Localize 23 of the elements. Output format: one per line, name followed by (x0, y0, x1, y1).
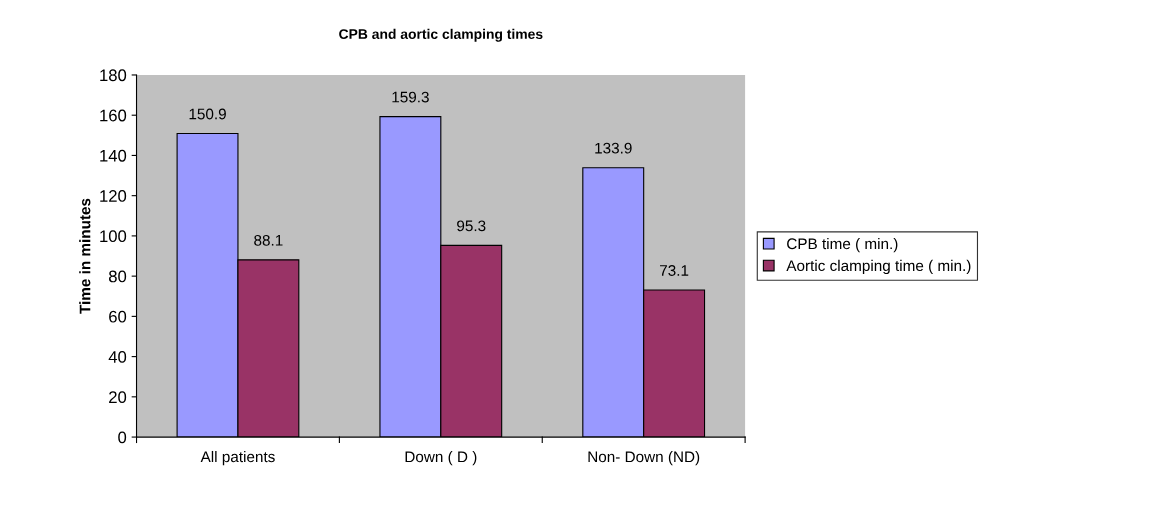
legend-label: Aortic clamping time ( min.) (786, 259, 971, 275)
y-tick-label: 100 (100, 230, 127, 243)
y-axis-title: Time in minutes (79, 198, 91, 314)
y-tick-label: 120 (100, 190, 127, 202)
data-label: 95.3 (457, 220, 486, 232)
x-tick-label: Down ( D ) (405, 450, 477, 466)
y-tick-label: 180 (100, 69, 127, 82)
y-tick-label: 80 (108, 270, 127, 283)
data-label: 159.3 (392, 91, 429, 103)
data-label: 88.1 (254, 234, 283, 246)
y-tick-label: 0 (118, 431, 127, 444)
y-tick-label: 60 (109, 310, 127, 323)
data-label: 150.9 (189, 108, 226, 120)
data-label: 133.9 (595, 142, 632, 154)
data-label: 73.1 (660, 265, 689, 276)
y-tick-label: 40 (108, 351, 127, 363)
chart-title: CPB and aortic clamping times (339, 28, 543, 42)
legend-label: CPB time ( min.) (787, 237, 898, 253)
y-tick-label: 160 (100, 109, 127, 122)
x-tick-label: All patients (200, 450, 275, 466)
y-tick-label: 140 (100, 149, 127, 162)
x-tick-label: Non- Down (ND) (588, 450, 700, 466)
y-tick-label: 20 (109, 391, 127, 404)
